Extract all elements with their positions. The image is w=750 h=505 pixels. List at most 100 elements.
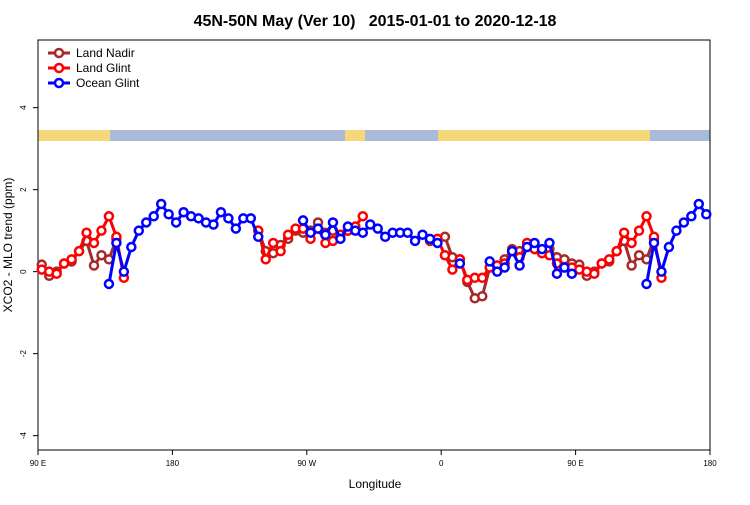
point — [163, 209, 174, 220]
point — [663, 241, 675, 253]
point — [506, 245, 518, 257]
point — [305, 227, 316, 238]
point — [417, 229, 428, 240]
point — [596, 258, 607, 269]
x-tick-label: 0 — [439, 459, 444, 468]
point — [439, 250, 451, 261]
point — [193, 213, 204, 224]
point — [521, 241, 533, 253]
x-tick-label: 180 — [166, 459, 180, 468]
point — [357, 211, 369, 222]
point — [589, 268, 600, 279]
y-tick-label: 2 — [19, 187, 28, 192]
chart-title: 45N-50N May (Ver 10) 2015-01-01 to 2020-… — [194, 13, 557, 30]
land-ocean-strip — [38, 130, 710, 141]
point — [335, 233, 346, 245]
point — [215, 206, 227, 218]
legend-marker — [53, 62, 65, 74]
plot-frame — [37, 39, 711, 451]
point — [409, 235, 421, 247]
legend-marker — [53, 77, 65, 89]
y-tick-label: -2 — [19, 350, 28, 358]
x-tick-label: 90 E — [30, 459, 46, 468]
point — [253, 231, 264, 243]
point — [103, 211, 115, 222]
legend-label: Land Nadir — [76, 46, 135, 60]
point — [514, 260, 525, 271]
point — [372, 223, 383, 234]
point — [544, 237, 555, 249]
x-tick-label: 90 E — [567, 459, 583, 468]
legend-label: Land Glint — [76, 61, 131, 75]
point — [223, 213, 234, 224]
point — [626, 237, 637, 249]
point — [133, 225, 145, 236]
point — [178, 206, 189, 218]
point — [454, 258, 466, 269]
point — [477, 291, 488, 302]
point — [148, 211, 159, 222]
point — [671, 225, 682, 236]
point — [96, 250, 107, 261]
point — [536, 243, 548, 255]
y-tick-label: 4 — [19, 105, 28, 110]
point — [633, 250, 645, 261]
x-tick-label: 90 W — [297, 459, 316, 468]
point — [484, 256, 495, 267]
point — [551, 268, 563, 279]
point — [111, 237, 122, 249]
point — [320, 229, 331, 240]
legend-label: Ocean Glint — [76, 76, 140, 90]
point — [312, 223, 324, 234]
point — [297, 215, 309, 226]
x-tick-label: 180 — [703, 459, 717, 468]
point — [641, 278, 652, 290]
point — [170, 217, 182, 228]
point — [559, 262, 570, 273]
point — [626, 260, 637, 271]
x-axis-label: Longitude — [349, 477, 402, 491]
y-tick-label: 0 — [19, 269, 28, 274]
point — [529, 237, 540, 249]
point — [245, 213, 257, 224]
point — [701, 209, 712, 220]
point — [155, 198, 167, 210]
point — [365, 219, 376, 230]
point — [96, 225, 107, 236]
point — [686, 211, 697, 222]
point — [603, 254, 615, 265]
point — [566, 268, 578, 279]
point — [275, 245, 286, 257]
point — [88, 237, 100, 249]
y-tick-label: -4 — [19, 432, 28, 440]
point — [88, 260, 100, 271]
point — [618, 227, 630, 238]
point — [447, 264, 458, 275]
point — [51, 268, 62, 279]
y-axis-label: XCO2 - MLO trend (ppm) — [1, 178, 15, 313]
point — [611, 245, 622, 257]
point — [633, 225, 645, 236]
point — [118, 266, 130, 277]
point — [656, 266, 667, 277]
point — [402, 227, 413, 238]
point — [208, 219, 219, 230]
point — [424, 233, 436, 245]
point — [678, 217, 690, 228]
point — [357, 227, 369, 238]
point — [477, 272, 488, 284]
point — [432, 237, 443, 249]
point — [260, 254, 271, 265]
point — [282, 229, 294, 240]
point — [693, 198, 705, 210]
point — [641, 211, 652, 222]
point — [267, 237, 279, 249]
point — [342, 221, 354, 232]
point — [81, 227, 92, 238]
legend-marker — [53, 47, 65, 59]
point — [73, 245, 85, 257]
point — [499, 262, 510, 273]
point — [58, 258, 70, 269]
point — [327, 217, 339, 228]
